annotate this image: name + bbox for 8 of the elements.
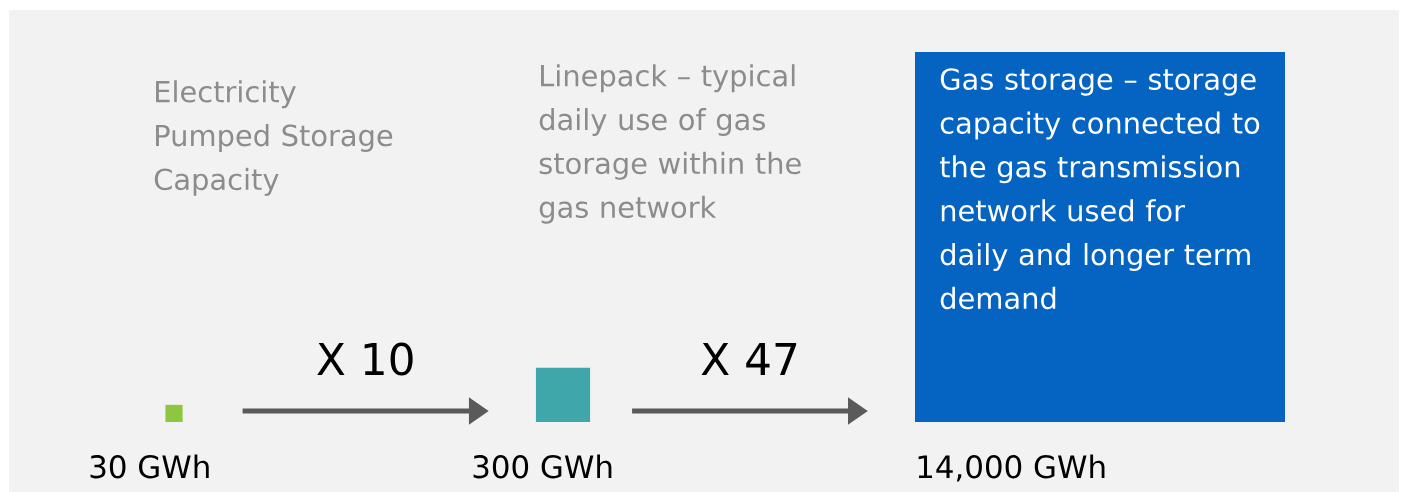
category-label: Electricity Pumped Storage Capacity — [154, 80, 393, 196]
data-label: 300 GWh — [473, 454, 612, 479]
text: X 47 — [701, 343, 797, 375]
data-label: 14,000 GWh — [918, 454, 1105, 482]
category-label: Gas storage – storage capacity connected to the gas transmission network used for daily and longer term demand — [939, 68, 1260, 310]
data-label: 30 GWh — [90, 454, 209, 479]
category-label: Linepack – typical daily use of gas storage within the gas network — [539, 64, 801, 224]
text: X 10 — [317, 342, 413, 376]
